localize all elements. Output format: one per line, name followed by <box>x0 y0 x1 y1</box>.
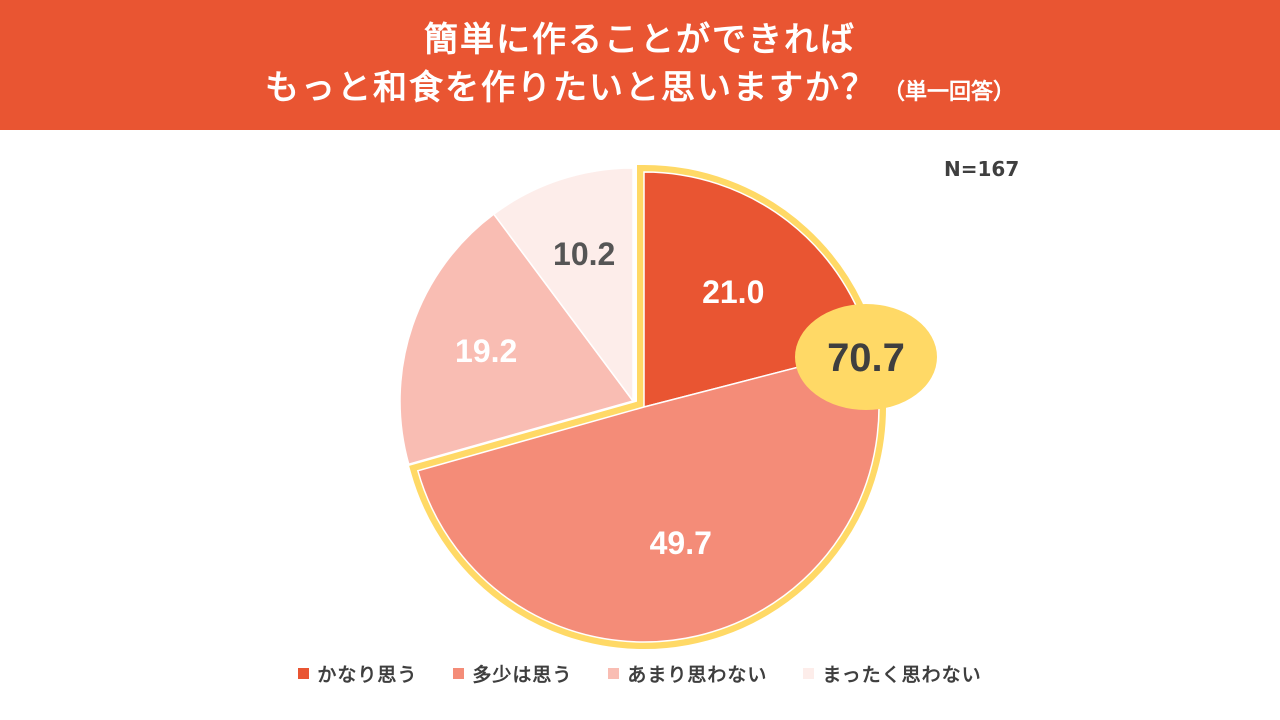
legend-item-3: あまり思わない <box>608 660 767 687</box>
chart-title-line2: もっと和食を作りたいと思いますか？ （単一回答） <box>0 66 1280 115</box>
pie-slice-4 <box>492 167 634 404</box>
legend-swatch-2 <box>453 667 465 679</box>
pie-slice-2 <box>416 347 880 643</box>
slice-value-label-1: 21.0 <box>702 274 764 310</box>
chart-legend: かなり思う 多少は思う あまり思わない まったく思わない <box>0 658 1280 688</box>
legend-item-4: まったく思わない <box>803 660 981 687</box>
legend-swatch-4 <box>803 667 815 679</box>
sample-size-label: N=167 <box>944 157 1020 181</box>
legend-label-3: あまり思わない <box>627 663 768 686</box>
legend-label-4: まったく思わない <box>822 663 982 686</box>
pie-slice-3 <box>399 213 635 466</box>
legend-swatch-1 <box>298 667 310 679</box>
legend-item-2: 多少は思う <box>453 660 572 687</box>
legend-item-1: かなり思う <box>298 660 417 687</box>
chart-title-line2-text: もっと和食を作りたいと思いますか？ <box>264 68 877 108</box>
legend-label-1: かなり思う <box>317 663 418 686</box>
combined-total-bubble <box>795 304 937 410</box>
chart-title-line1: 簡単に作ることができれば <box>424 20 856 60</box>
legend-label-2: 多少は思う <box>472 663 573 686</box>
slice-value-label-2: 49.7 <box>650 525 712 561</box>
legend-swatch-3 <box>608 667 620 679</box>
header-banner: 簡単に作ることができれば もっと和食を作りたいと思いますか？ （単一回答） <box>0 0 1280 130</box>
answer-type-note: （単一回答） <box>882 80 1015 105</box>
combined-total-label: 70.7 <box>827 336 905 380</box>
slice-value-label-3: 19.2 <box>455 333 517 369</box>
slice-value-label-4: 10.2 <box>553 236 615 272</box>
